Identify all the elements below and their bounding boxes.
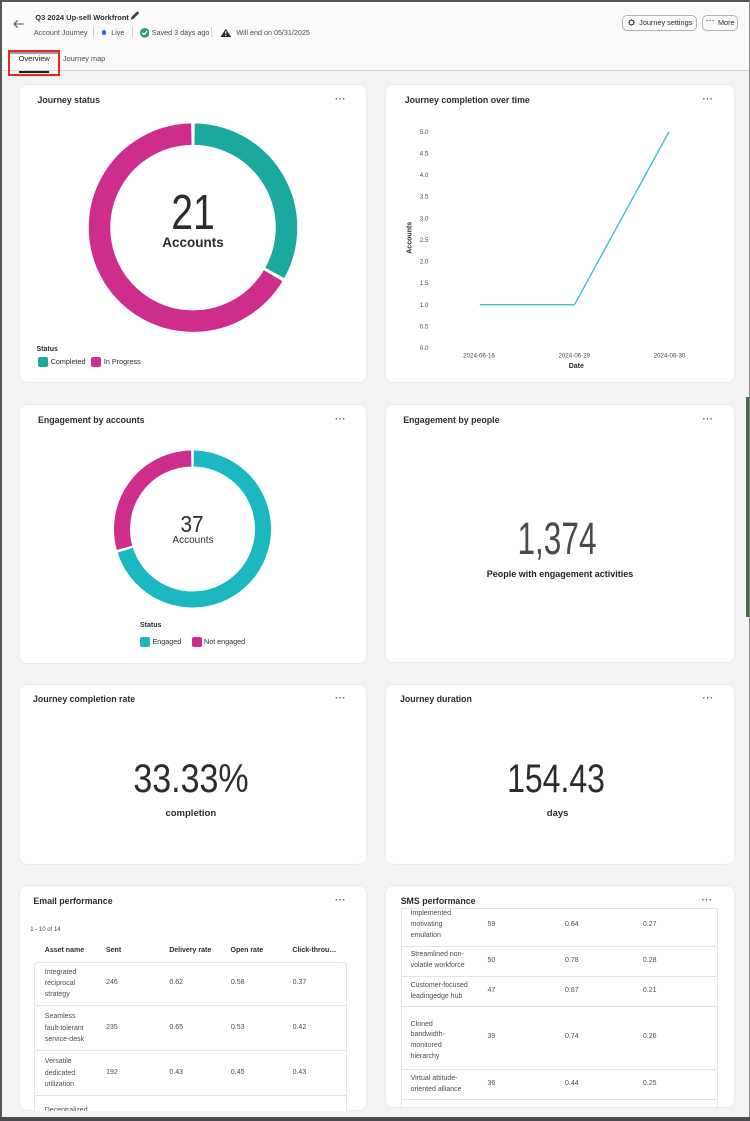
svg-text:2.5: 2.5	[420, 237, 429, 244]
svg-text:1.0: 1.0	[420, 302, 429, 309]
svg-text:Date: Date	[569, 363, 584, 370]
svg-text:3.5: 3.5	[420, 194, 429, 201]
svg-text:Accounts: Accounts	[406, 222, 413, 254]
svg-text:4.0: 4.0	[420, 172, 429, 179]
svg-text:1.5: 1.5	[420, 280, 429, 287]
svg-text:0.0: 0.0	[420, 345, 429, 352]
svg-text:0.5: 0.5	[420, 323, 429, 330]
svg-text:4.5: 4.5	[420, 151, 429, 158]
svg-text:2024-06-16: 2024-06-16	[463, 353, 495, 360]
svg-text:2.0: 2.0	[420, 259, 429, 266]
svg-text:3.0: 3.0	[420, 215, 429, 222]
svg-text:2024-06-30: 2024-06-30	[654, 353, 686, 360]
svg-text:5.0: 5.0	[420, 129, 429, 136]
svg-text:2024-06-29: 2024-06-29	[558, 353, 590, 360]
